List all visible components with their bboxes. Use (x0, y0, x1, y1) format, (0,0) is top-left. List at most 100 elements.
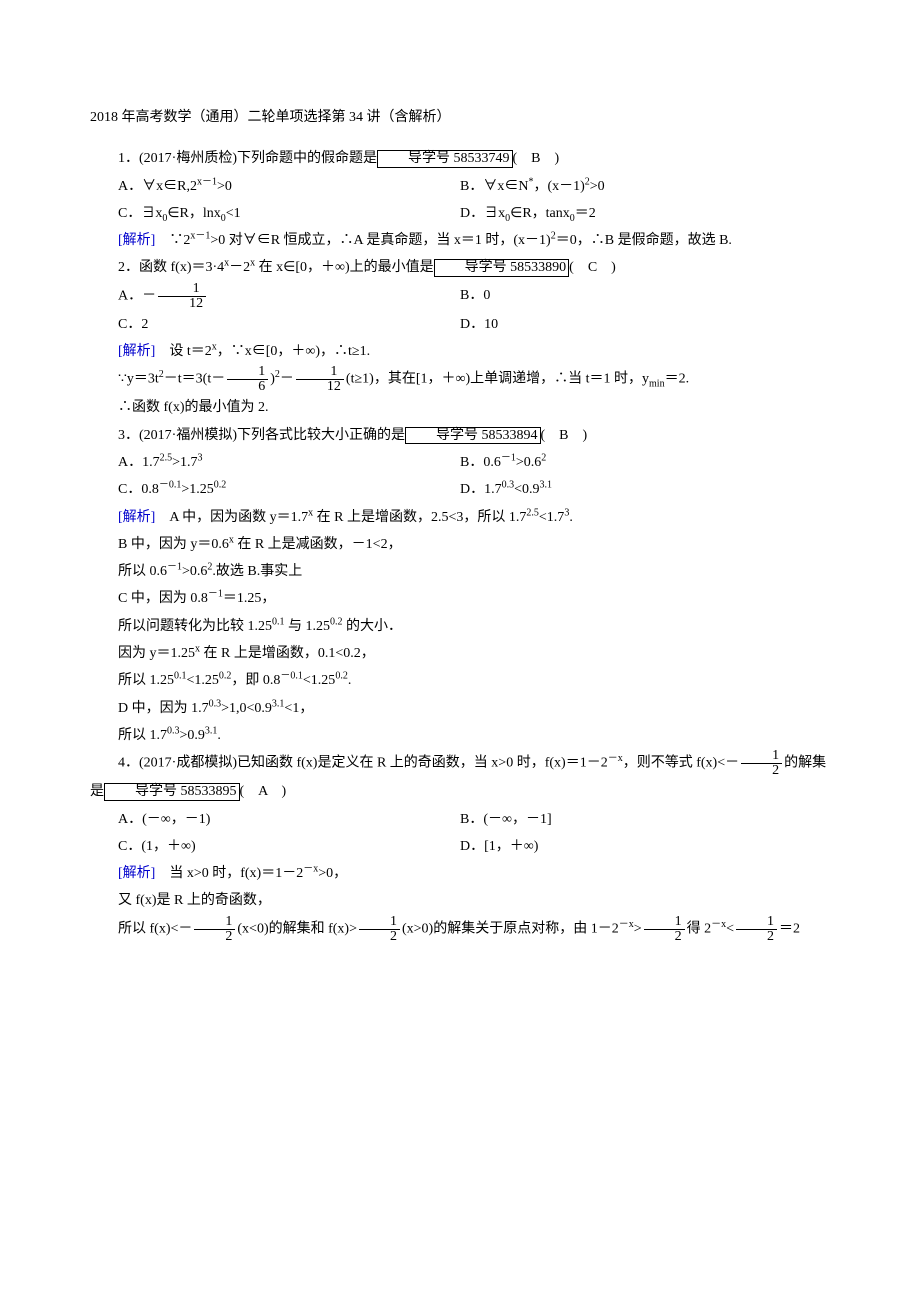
q1-analysis: [解析] ∵2x－1>0 对∀∈R 恒成立，∴A 是真命题，当 x＝1 时，(x… (90, 227, 830, 254)
q3-l4: C 中，因为 0.8－1＝1.25， (90, 585, 830, 612)
q2-opt-b: B．0 (460, 282, 830, 311)
q3-l1: [解析] A 中，因为函数 y＝1.7x 在 R 上是增函数，2.5<3，所以 … (90, 504, 830, 531)
t: <1.25 (303, 673, 335, 688)
q4-l2: 又 f(x)是 R 上的奇函数， (90, 887, 830, 914)
t: > (634, 921, 642, 936)
s: 2.5 (526, 507, 539, 518)
t: ＝2 (779, 921, 800, 936)
analysis-label: [解析] (118, 510, 155, 525)
s: －1 (501, 452, 516, 463)
f: 12 (359, 915, 400, 944)
s: 2.5 (160, 452, 173, 463)
d: 2 (644, 930, 685, 944)
q4-s1: －x (608, 753, 623, 764)
q1-text-a: 1．(2017·梅州质检)下列命题中的假命题是 (118, 151, 377, 166)
t: . (348, 673, 352, 688)
q1-c-b: ∈R，lnx (167, 206, 220, 221)
q1-b-text: B．∀x∈N (460, 179, 528, 194)
s: 0.2 (214, 480, 227, 491)
q2-ana1-a: 设 t＝2 (155, 344, 211, 359)
q2-a-num: 1 (158, 282, 206, 297)
q4-stem: 4．(2017·成都模拟)已知函数 f(x)是定义在 R 上的奇函数，当 x>0… (90, 749, 830, 805)
t: 所以 1.7 (118, 728, 167, 743)
q2-ana2-f1: 16 (227, 365, 268, 394)
t: 因为 y＝1.25 (118, 646, 195, 661)
s: －x (711, 919, 726, 930)
q2-ana2-sub: min (649, 379, 665, 390)
t: 的大小． (343, 619, 403, 634)
q4-l1: [解析] 当 x>0 时，f(x)＝1－2－x>0， (90, 860, 830, 887)
n: 1 (296, 365, 344, 380)
q3-b: ( B ) (541, 428, 588, 443)
q3-opt-b: B．0.6－1>0.62 (460, 449, 830, 476)
q2-guide-box: 导学号 58533890 (434, 259, 570, 276)
s: 0.1 (174, 671, 187, 682)
t: . (569, 510, 573, 525)
q4-opt-b: B．(－∞，－1] (460, 806, 830, 833)
q3-l5: 所以问题转化为比较 1.250.1 与 1.250.2 的大小． (90, 613, 830, 640)
q2-ana2-f: ＝2. (665, 372, 690, 387)
q3-l8: D 中，因为 1.70.3>1,0<0.93.1<1， (90, 695, 830, 722)
d: 2 (736, 930, 777, 944)
q3-l9: 所以 1.70.3>0.93.1. (90, 722, 830, 749)
f: 12 (644, 915, 685, 944)
t: 所以 f(x)<－ (118, 921, 192, 936)
t: 所以 1.25 (118, 673, 174, 688)
t: (x<0)的解集和 f(x)> (237, 921, 357, 936)
q2-opt-d: D．10 (460, 311, 830, 338)
t: < (726, 921, 734, 936)
t: >0.6 (182, 564, 207, 579)
s: －1 (167, 562, 182, 573)
q2-options-cd: C．2 D．10 (90, 311, 830, 338)
q4-b: ，则不等式 f(x)<－ (623, 756, 739, 771)
t: <1.7 (539, 510, 564, 525)
page-title: 2018 年高考数学（通用）二轮单项选择第 34 讲（含解析） (90, 104, 830, 131)
q1-a-sup: x－1 (197, 176, 217, 187)
q1-c-a: C．∃x (118, 206, 162, 221)
q4-d: ( A ) (240, 784, 287, 799)
d: 2 (194, 930, 235, 944)
q1-ana-sup: x－1 (190, 231, 210, 242)
s: －x (303, 863, 318, 874)
t: <1， (284, 701, 313, 716)
t: (x>0)的解集关于原点对称，由 1－2 (402, 921, 619, 936)
q2-a-den: 12 (158, 297, 206, 311)
q3-opt-c: C．0.8－0.1>1.250.2 (90, 476, 460, 503)
q1-ana-c: ＝0，∴B 是假命题，故选 B. (556, 233, 732, 248)
t: .故选 B.事实上 (212, 564, 302, 579)
q1-ana-b: >0 对∀∈R 恒成立，∴A 是真命题，当 x＝1 时，(x－1) (210, 233, 550, 248)
n: 1 (736, 915, 777, 930)
f: 12 (194, 915, 235, 944)
q2-a-text: A．－ (118, 289, 156, 304)
s: 0.3 (167, 725, 180, 736)
q1-opt-b: B．∀x∈N*，(x－1)2>0 (460, 173, 830, 200)
q4-guide-box: 导学号 58533895 (104, 783, 240, 800)
q2-d: ( C ) (569, 260, 616, 275)
d: 12 (296, 380, 344, 394)
n: 1 (644, 915, 685, 930)
q3-stem: 3．(2017·福州模拟)下列各式比较大小正确的是导学号 58533894( B… (90, 422, 830, 449)
q1-c-tail: <1 (226, 206, 241, 221)
q2-c: 在 x∈[0，＋∞)上的最小值是 (255, 260, 434, 275)
s: －0.1 (159, 480, 182, 491)
q1-a-text: A．∀x∈R,2 (118, 179, 197, 194)
q3-l3: 所以 0.6－1>0.62.故选 B.事实上 (90, 558, 830, 585)
q3-options-ab: A．1.72.5>1.73 B．0.6－1>0.62 (90, 449, 830, 476)
q3-a: 3．(2017·福州模拟)下列各式比较大小正确的是 (118, 428, 405, 443)
t: >0， (318, 866, 347, 881)
n: 1 (359, 915, 400, 930)
q2-b: －2 (229, 260, 250, 275)
q3-guide-box: 导学号 58533894 (405, 427, 541, 444)
t: <0.9 (514, 482, 539, 497)
t: >1.7 (172, 455, 197, 470)
t: <1.25 (187, 673, 219, 688)
q1-stem: 1．(2017·梅州质检)下列命题中的假命题是导学号 58533749( B ) (90, 145, 830, 172)
q2-ana2-d: － (280, 372, 294, 387)
t: A 中，因为函数 y＝1.7 (155, 510, 308, 525)
t: C 中，因为 0.8 (118, 591, 208, 606)
s: 0.2 (335, 671, 348, 682)
q2-ana2-b: －t＝3(t－ (164, 372, 225, 387)
q4-opt-d: D．[1，＋∞) (460, 833, 830, 860)
q1-d-b: ∈R，tanx (510, 206, 570, 221)
t: D 中，因为 1.7 (118, 701, 209, 716)
